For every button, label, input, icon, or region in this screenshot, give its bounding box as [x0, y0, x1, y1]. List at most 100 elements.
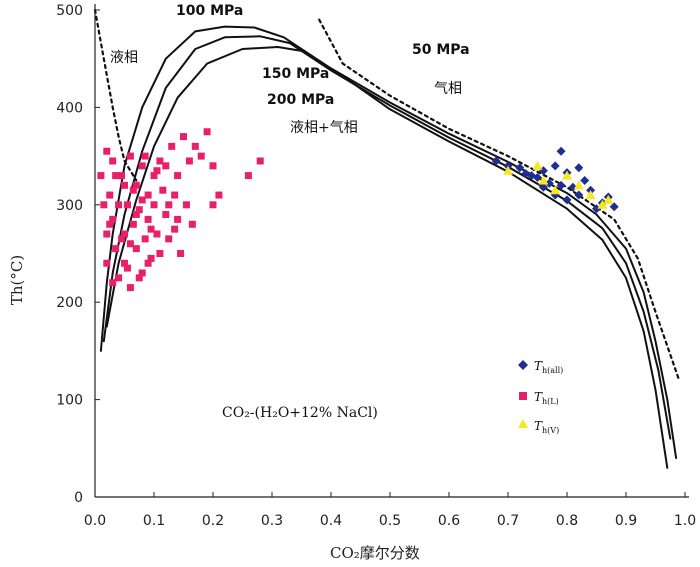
- point-th-l: [123, 201, 131, 209]
- legend-sub-th-all: h(all): [542, 366, 563, 375]
- x-tick-label: 0.8: [556, 513, 578, 529]
- point-th-l: [215, 191, 223, 199]
- point-th-all: [515, 163, 525, 173]
- point-th-l: [165, 235, 173, 243]
- point-th-l: [100, 201, 108, 209]
- x-tick-label: 0.1: [143, 513, 165, 529]
- point-th-all: [568, 182, 578, 192]
- point-th-l: [156, 157, 164, 165]
- point-th-l: [182, 201, 190, 209]
- point-th-l: [156, 250, 164, 257]
- point-th-l: [112, 172, 120, 180]
- curve-200-mpa: [105, 46, 669, 469]
- point-th-l: [126, 152, 134, 160]
- point-th-l: [129, 220, 137, 228]
- x-axis-title: CO₂摩尔分数: [330, 544, 420, 562]
- point-th-l: [162, 211, 170, 219]
- y-tick-label: 200: [56, 295, 83, 311]
- y-tick-label: 400: [56, 100, 83, 116]
- legend-sub-th-v: h(V): [542, 426, 559, 435]
- point-th-l: [109, 215, 117, 223]
- point-th-l: [197, 152, 205, 160]
- point-th-l: [244, 172, 252, 180]
- point-th-l: [256, 157, 264, 165]
- curve-label-150mpa: 150 MPa: [262, 66, 329, 82]
- point-th-l: [159, 186, 167, 194]
- point-th-v: [562, 170, 572, 180]
- point-th-v: [603, 194, 614, 204]
- point-th-l: [171, 225, 179, 233]
- curve-label-50mpa: 50 MPa: [412, 42, 470, 58]
- point-th-l: [118, 172, 126, 180]
- point-th-l: [132, 211, 140, 219]
- point-th-l: [121, 259, 128, 267]
- point-th-v: [573, 180, 584, 190]
- point-th-all: [538, 182, 548, 192]
- point-th-l: [209, 162, 217, 170]
- x-tick-label: 0.7: [497, 513, 519, 529]
- point-th-l: [191, 142, 199, 150]
- curve-label-200mpa: 200 MPa: [267, 92, 334, 108]
- point-th-l: [115, 201, 123, 209]
- point-th-l: [123, 264, 131, 272]
- point-th-l: [109, 279, 117, 287]
- y-tick-label: 500: [56, 3, 83, 19]
- point-th-l: [144, 191, 152, 199]
- point-th-l: [150, 172, 158, 180]
- point-th-all: [521, 169, 531, 179]
- curve-150-mpa: [102, 35, 672, 440]
- x-tick-label: 0.4: [320, 513, 342, 529]
- point-th-v: [532, 160, 543, 170]
- point-th-l: [171, 191, 179, 199]
- legend-main-th-all: T: [534, 359, 543, 373]
- point-th-l: [174, 172, 182, 180]
- point-th-v: [538, 175, 549, 185]
- curve-label-100mpa: 100 MPa: [176, 3, 243, 19]
- legend-marker-square: [519, 392, 527, 400]
- x-tick-label: 1.0: [674, 513, 696, 529]
- point-th-l: [109, 157, 117, 165]
- system-annotation: CO₂-(H₂O+12% NaCl): [222, 405, 378, 421]
- point-th-l: [121, 230, 128, 238]
- legend-marker-triangle: [518, 419, 528, 428]
- point-th-v: [585, 190, 596, 200]
- point-th-l: [118, 235, 126, 243]
- point-th-l: [168, 142, 176, 150]
- point-th-all: [556, 146, 566, 156]
- legend-marker-diamond: [518, 360, 528, 370]
- legend-item-th-all: Th(all): [518, 359, 563, 375]
- point-th-l: [132, 181, 140, 189]
- region-label-vapor: 气相: [434, 81, 462, 97]
- x-tick-label: 0.0: [84, 513, 106, 529]
- point-th-l: [165, 201, 173, 209]
- point-th-l: [126, 240, 134, 248]
- point-th-l: [203, 128, 211, 136]
- legend-sub-th-l: h(L): [542, 397, 559, 406]
- point-th-l: [138, 196, 146, 204]
- y-axis-title: Th(°C): [8, 255, 26, 305]
- point-th-l: [121, 181, 128, 189]
- point-th-l: [132, 245, 140, 253]
- point-th-l: [141, 235, 149, 243]
- legend-main-th-l: T: [534, 390, 543, 404]
- point-th-l: [188, 220, 196, 228]
- curve-100-mpa: [99, 25, 678, 459]
- legend: Th(all) Th(L) Th(V): [518, 359, 563, 435]
- point-th-l: [103, 147, 111, 155]
- point-th-l: [147, 254, 155, 262]
- curve-50-mpa-right: [318, 18, 681, 382]
- point-th-l: [112, 245, 120, 253]
- point-th-all: [580, 175, 590, 185]
- point-th-l: [147, 225, 155, 233]
- y-tick-label: 100: [56, 393, 83, 409]
- point-th-all: [574, 163, 584, 173]
- x-tick-label: 0.9: [615, 513, 637, 529]
- point-th-l: [126, 284, 134, 292]
- point-th-l: [144, 259, 152, 267]
- legend-item-th-v: Th(V): [518, 419, 559, 435]
- point-th-all: [491, 156, 501, 166]
- x-tick-label: 0.5: [379, 513, 401, 529]
- point-th-l: [103, 230, 111, 238]
